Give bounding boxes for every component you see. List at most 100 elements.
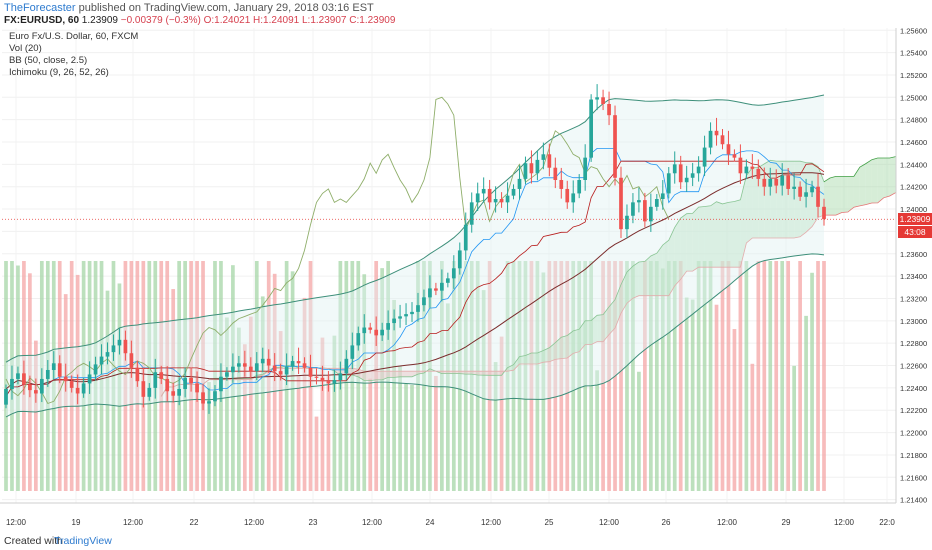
y-tick-label: 1.24600 — [900, 138, 927, 147]
candle-body — [93, 364, 98, 375]
volume-bar — [678, 261, 683, 491]
candle-body — [266, 358, 271, 366]
candle-body — [213, 391, 217, 402]
kumo-segment — [716, 201, 723, 268]
volume-bar — [201, 261, 205, 491]
kumo-segment — [656, 245, 663, 296]
candle-body — [16, 373, 20, 379]
candle-body — [225, 372, 229, 377]
candle-body — [469, 202, 474, 225]
candle-body — [159, 372, 164, 379]
candle-body — [153, 372, 158, 388]
kumo-segment — [513, 356, 520, 371]
volume-bar — [708, 261, 713, 491]
volume-bar — [332, 335, 337, 491]
candle-body — [308, 367, 313, 377]
volume-bar — [595, 370, 599, 491]
volume-bar — [750, 363, 755, 491]
kumo-segment — [632, 262, 639, 299]
volume-bar — [565, 261, 570, 491]
volume-bar — [810, 272, 814, 491]
volume-bar — [105, 290, 110, 491]
kumo-segment — [394, 371, 401, 378]
kumo-segment — [477, 371, 484, 376]
kumo-segment — [483, 371, 490, 376]
bb-basis-line — [5, 172, 825, 390]
volume-bar — [756, 261, 761, 491]
kumo-segment — [853, 167, 860, 208]
volume-bar — [123, 261, 128, 491]
tradingview-brand[interactable]: TradingView — [54, 535, 112, 547]
candle-body — [762, 178, 767, 187]
y-tick-label: 1.21600 — [900, 473, 927, 482]
volume-bar — [440, 261, 444, 491]
volume-bar — [822, 261, 826, 491]
candle-body — [296, 361, 301, 364]
volume-bar — [744, 261, 749, 491]
candle-body — [81, 383, 86, 394]
volume-bar — [350, 261, 355, 491]
candle-body — [487, 188, 492, 203]
candle-body — [475, 193, 480, 203]
kumo-segment — [644, 255, 651, 296]
volume-bar — [34, 340, 38, 491]
volume-bar — [368, 378, 373, 491]
kumo-segment — [465, 371, 472, 375]
kumo-segment — [728, 201, 735, 268]
tenkan-sen — [5, 148, 825, 397]
kumo-segment — [626, 266, 633, 304]
candle-body — [559, 180, 564, 189]
price-chart[interactable]: 1.25600 1.25400 1.25200 1.25000 1.24800 1.246… — [0, 26, 932, 536]
candle-body — [541, 154, 546, 160]
candle-body — [332, 380, 337, 384]
volume-bar — [619, 261, 623, 491]
y-tick-label: 1.23200 — [900, 294, 927, 303]
candle-body — [416, 305, 420, 312]
candle-body — [678, 164, 683, 183]
volume-bar — [511, 261, 516, 491]
x-tick-label: 12:00 — [123, 518, 144, 527]
volume-bar — [487, 261, 492, 491]
volume-bar — [643, 261, 647, 491]
volume-bar — [720, 261, 725, 491]
senkou-span-a — [160, 156, 896, 397]
kumo-segment — [662, 240, 669, 296]
kumo-segment — [543, 347, 550, 363]
volume-bar — [637, 371, 641, 491]
volume-bar — [517, 261, 522, 491]
candle-body — [237, 363, 241, 367]
volume-bar — [63, 294, 68, 491]
candle-body — [445, 278, 450, 283]
volume-bar — [374, 261, 379, 491]
kumo-segment — [609, 299, 616, 335]
author-link[interactable]: TheForecaster — [4, 2, 76, 14]
kumo-segment — [668, 227, 675, 296]
candle-body — [577, 180, 582, 194]
candle-body — [708, 130, 713, 148]
kumo-segment — [603, 306, 610, 342]
candle-body — [756, 168, 761, 179]
candle-body — [75, 387, 80, 394]
chart-canvas[interactable]: 1.25600 1.25400 1.25200 1.25000 1.24800 1.246… — [0, 26, 932, 536]
volume-bar — [672, 261, 677, 491]
candle-body — [34, 390, 38, 394]
candle-body — [392, 318, 396, 324]
x-tick-label: 12:00 — [717, 518, 738, 527]
candle-body — [284, 366, 289, 375]
chikou-span — [5, 96, 670, 405]
kumo-segment — [567, 330, 574, 358]
candle-body — [10, 378, 14, 389]
candlesticks — [4, 84, 826, 414]
kumo-segment — [698, 206, 705, 268]
candle-body — [732, 154, 737, 158]
volume-bar — [523, 261, 528, 491]
candle-body — [362, 327, 367, 334]
kijun-sen — [5, 160, 825, 397]
candle-body — [774, 178, 779, 186]
volume-bar — [702, 261, 707, 491]
y-tick-label: 1.22200 — [900, 406, 927, 415]
kumo-segment — [859, 163, 866, 206]
y-tick-label: 1.25000 — [900, 93, 927, 102]
x-tick-label: 12:00 — [481, 518, 502, 527]
candle-body — [207, 401, 211, 404]
